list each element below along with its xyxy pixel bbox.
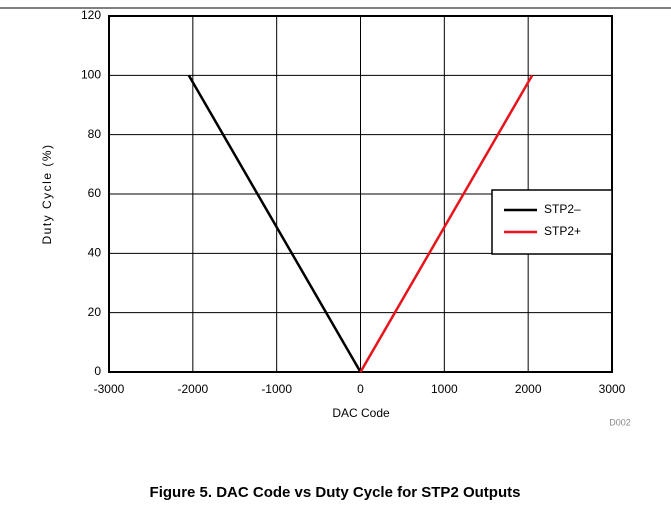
x-tick-label: -1000	[261, 382, 292, 396]
figure-id: D002	[609, 417, 631, 427]
x-tick-label: -3000	[94, 382, 125, 396]
x-tick-label: 3000	[599, 382, 626, 396]
y-tick-label: 80	[88, 127, 102, 141]
series-line	[187, 74, 362, 373]
series-line	[359, 74, 534, 373]
y-tick-label: 120	[81, 8, 101, 22]
x-tick-label: 1000	[431, 382, 458, 396]
caption: Figure 5. DAC Code vs Duty Cycle for STP…	[150, 484, 521, 501]
legend-label: STP2–	[544, 202, 581, 216]
y-tick-label: 20	[88, 305, 102, 319]
x-tick-label: -2000	[177, 382, 208, 396]
y-tick-label: 100	[81, 68, 101, 82]
legend-label: STP2+	[544, 224, 581, 238]
legend-box	[491, 189, 613, 255]
y-tick-label: 40	[88, 246, 102, 260]
x-axis-label: DAC Code	[332, 406, 390, 420]
x-tick-label: 2000	[515, 382, 542, 396]
y-axis-label: Duty Cycle (%)	[40, 143, 54, 244]
x-tick-label: 0	[357, 382, 364, 396]
y-tick-label: 60	[88, 186, 102, 200]
y-tick-label: 0	[94, 364, 101, 378]
